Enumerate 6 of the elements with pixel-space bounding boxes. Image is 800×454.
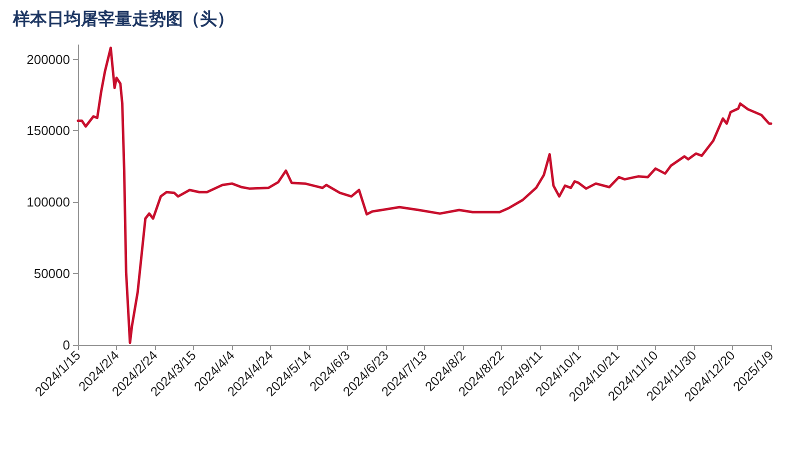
y-tick-label: 100000 (26, 194, 70, 210)
y-tick-label: 200000 (26, 52, 70, 67)
y-tick-label: 0 (62, 338, 70, 352)
y-tick-label: 150000 (26, 123, 70, 138)
y-tick-label: 50000 (34, 266, 70, 282)
chart-title: 样本日均屠宰量走势图（头） (12, 10, 234, 30)
